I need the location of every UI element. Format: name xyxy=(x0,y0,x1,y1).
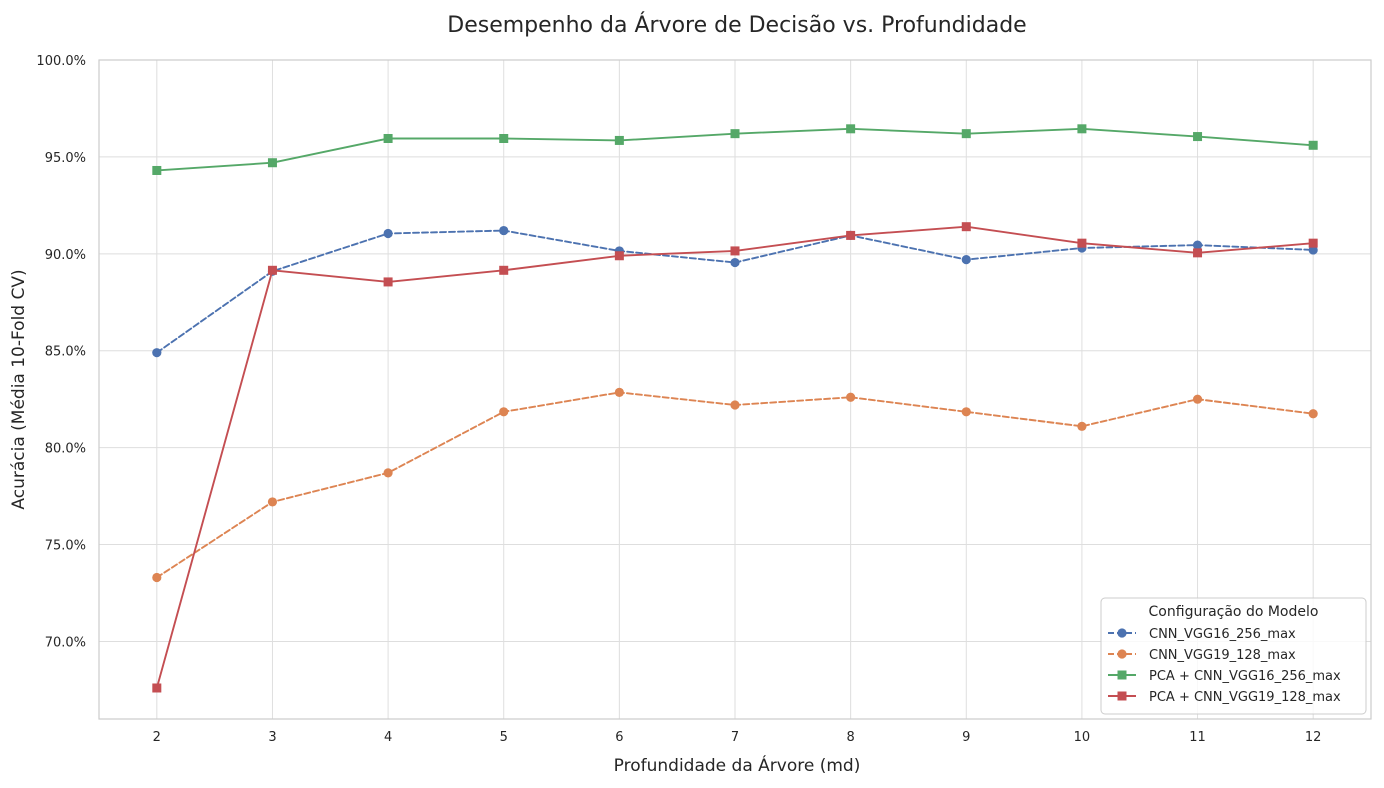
data-point-marker xyxy=(383,468,393,478)
x-tick-label: 5 xyxy=(500,730,508,745)
x-tick-label: 9 xyxy=(962,730,970,745)
y-tick-label: 85.0% xyxy=(45,345,86,360)
data-point-marker xyxy=(614,135,624,145)
data-point-marker xyxy=(152,683,162,693)
data-point-marker xyxy=(846,124,856,134)
data-point-marker xyxy=(1193,132,1203,142)
x-tick-label: 7 xyxy=(731,730,739,745)
data-point-marker xyxy=(499,225,509,236)
data-point-marker xyxy=(152,572,162,583)
y-tick-label: 100.0% xyxy=(36,54,86,69)
x-tick-label: 12 xyxy=(1305,730,1322,745)
data-point-marker xyxy=(730,257,740,268)
legend-marker xyxy=(1117,670,1127,680)
data-point-marker xyxy=(961,129,971,139)
data-point-marker xyxy=(499,133,509,143)
data-point-marker xyxy=(1192,240,1203,250)
data-point-marker xyxy=(1192,394,1203,404)
legend-label: PCA + CNN_VGG16_256_max xyxy=(1149,669,1341,684)
data-point-marker xyxy=(730,129,740,139)
y-tick-label: 90.0% xyxy=(45,248,86,263)
legend-marker xyxy=(1117,649,1127,659)
data-point-marker xyxy=(152,348,162,358)
legend-entry: PCA + CNN_VGG19_128_max xyxy=(1108,690,1341,705)
data-point-marker xyxy=(730,400,740,410)
legend-entry: CNN_VGG16_256_max xyxy=(1108,627,1296,642)
data-point-marker xyxy=(846,392,856,402)
legend: Configuração do Modelo CNN_VGG16_256_max… xyxy=(1100,597,1367,715)
x-tick-label: 8 xyxy=(846,730,854,745)
data-point-marker xyxy=(961,407,971,417)
axis-ticks: 2 3 4 5 6 7 8 9 10 11 12 70.0% 75.0% 80.0% 85.0% 90.0% 9… xyxy=(36,54,1321,745)
data-point-marker xyxy=(1193,248,1203,258)
legend-marker xyxy=(1117,691,1127,701)
legend-box xyxy=(1100,597,1367,715)
y-axis-label: Acurácia (Média 10-Fold CV) xyxy=(9,269,29,509)
data-point-marker xyxy=(1308,238,1318,248)
legend-label: PCA + CNN_VGG19_128_max xyxy=(1149,690,1341,705)
data-point-marker xyxy=(614,387,624,398)
y-tick-label: 95.0% xyxy=(45,151,86,166)
data-point-marker xyxy=(383,277,393,287)
legend-entry: PCA + CNN_VGG16_256_max xyxy=(1108,669,1341,684)
x-tick-label: 3 xyxy=(268,730,276,745)
legend-items: CNN_VGG16_256_max CNN_VGG19_128_max PCA + … xyxy=(1108,627,1341,705)
x-tick-label: 6 xyxy=(615,730,623,745)
series-4 xyxy=(152,222,1318,693)
legend-title: Configuração do Modelo xyxy=(1149,604,1319,620)
x-tick-label: 2 xyxy=(153,730,161,745)
x-tick-label: 4 xyxy=(384,730,392,745)
x-tick-label: 11 xyxy=(1189,730,1206,745)
data-point-marker xyxy=(1308,409,1318,419)
data-point-marker xyxy=(1308,140,1318,150)
y-tick-label: 75.0% xyxy=(45,539,86,554)
legend-entry: CNN_VGG19_128_max xyxy=(1108,648,1296,663)
chart-title: Desempenho da Árvore de Decisão vs. Prof… xyxy=(447,12,1026,38)
legend-marker xyxy=(1117,628,1127,638)
data-point-marker xyxy=(383,133,393,143)
y-tick-label: 80.0% xyxy=(45,442,86,457)
series-3 xyxy=(152,124,1318,175)
data-point-marker xyxy=(267,265,277,275)
data-point-marker xyxy=(267,497,278,507)
data-point-marker xyxy=(1077,421,1087,431)
legend-label: CNN_VGG16_256_max xyxy=(1149,627,1296,642)
x-axis-label: Profundidade da Árvore (md) xyxy=(614,754,861,776)
data-point-marker xyxy=(614,251,624,261)
data-point-marker xyxy=(267,158,277,168)
data-point-marker xyxy=(383,228,393,239)
data-point-marker xyxy=(499,407,509,417)
plot-area-frame xyxy=(98,59,1372,720)
data-point-marker xyxy=(1077,124,1087,134)
data-point-marker xyxy=(961,222,971,232)
x-tick-label: 10 xyxy=(1074,730,1091,745)
data-series xyxy=(152,124,1318,693)
data-point-marker xyxy=(961,255,971,265)
legend-label: CNN_VGG19_128_max xyxy=(1149,648,1296,663)
y-tick-label: 70.0% xyxy=(45,635,86,650)
data-point-marker xyxy=(499,265,509,275)
data-point-marker xyxy=(1077,238,1087,248)
data-point-marker xyxy=(152,165,162,175)
data-point-marker xyxy=(846,230,856,240)
series-2 xyxy=(152,387,1318,583)
data-point-marker xyxy=(730,246,740,256)
